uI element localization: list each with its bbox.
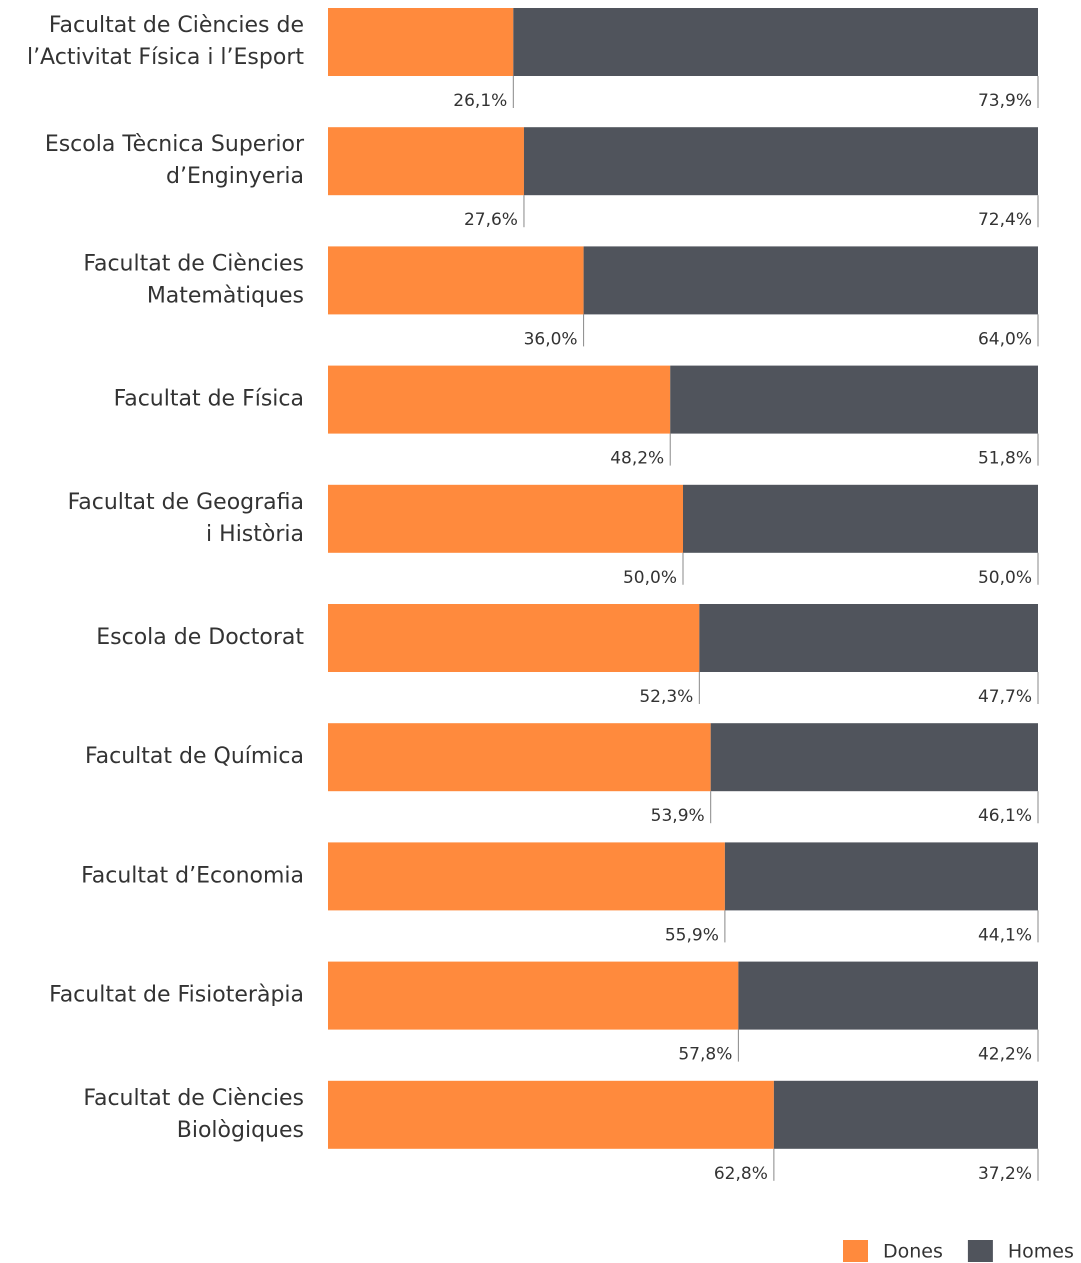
value-label: 53,9% [651,806,705,826]
legend-label: Dones [883,1241,943,1263]
value-label: 36,0% [524,329,578,349]
value-label: 73,9% [978,91,1032,111]
legend-swatch [843,1240,868,1262]
value-label: 44,1% [978,925,1032,945]
value-label: 47,7% [978,687,1032,707]
bar-segment [724,842,1038,911]
bar-segment [328,604,700,672]
value-label: 42,2% [978,1045,1032,1065]
value-label: 51,8% [978,449,1032,469]
value-label: 50,0% [623,568,677,588]
category-label: l’Activitat Física i l’Esport [27,45,304,70]
value-label: 57,8% [678,1045,732,1065]
legend-label: Homes [1008,1241,1074,1263]
category-label: Facultat de Geografia [68,490,304,515]
bar-segment [328,246,584,315]
category-label: Facultat d’Economia [81,863,304,888]
category-label: Biològiques [177,1118,304,1143]
bar-segment [328,127,524,196]
bar-segment [328,842,725,911]
value-label: 50,0% [978,568,1032,588]
legend-swatch [967,1240,993,1262]
category-label: Facultat de Ciències [83,251,304,276]
category-label: Facultat de Ciències [83,1086,304,1111]
category-label: Facultat de Fisioteràpia [49,983,304,1008]
bar-segment [738,961,1038,1030]
category-label: Escola de Doctorat [96,625,304,650]
bar-segment [513,8,1038,76]
value-label: 64,0% [978,329,1032,349]
value-label: 52,3% [639,687,693,707]
value-label: 62,8% [714,1164,768,1184]
bar-segment [523,127,1038,196]
category-label: Matemàtiques [147,283,304,308]
bar-segment [328,1080,774,1149]
category-label: Facultat de Ciències de [49,13,304,38]
category-label: Escola Tècnica Superior [45,132,305,157]
bar-segment [670,365,1038,434]
category-label: i Història [206,522,304,547]
bar-segment [328,961,739,1030]
bar-segment [710,723,1038,792]
value-label: 72,4% [978,210,1032,230]
bar-segment [328,723,711,792]
value-label: 55,9% [665,925,719,945]
bar-segment [328,8,514,76]
bar-segment [699,604,1038,672]
bar-segment [773,1080,1038,1149]
value-label: 48,2% [610,449,664,469]
value-label: 37,2% [978,1164,1032,1184]
bar-segment [328,365,671,434]
category-label: Facultat de Física [114,387,304,412]
category-label: Facultat de Química [85,744,304,769]
category-label: d’Enginyeria [166,164,304,189]
value-label: 26,1% [453,91,507,111]
bar-segment [683,484,1038,553]
value-label: 27,6% [464,210,518,230]
bar-segment [328,484,683,553]
bar-segment [583,246,1038,315]
value-label: 46,1% [978,806,1032,826]
